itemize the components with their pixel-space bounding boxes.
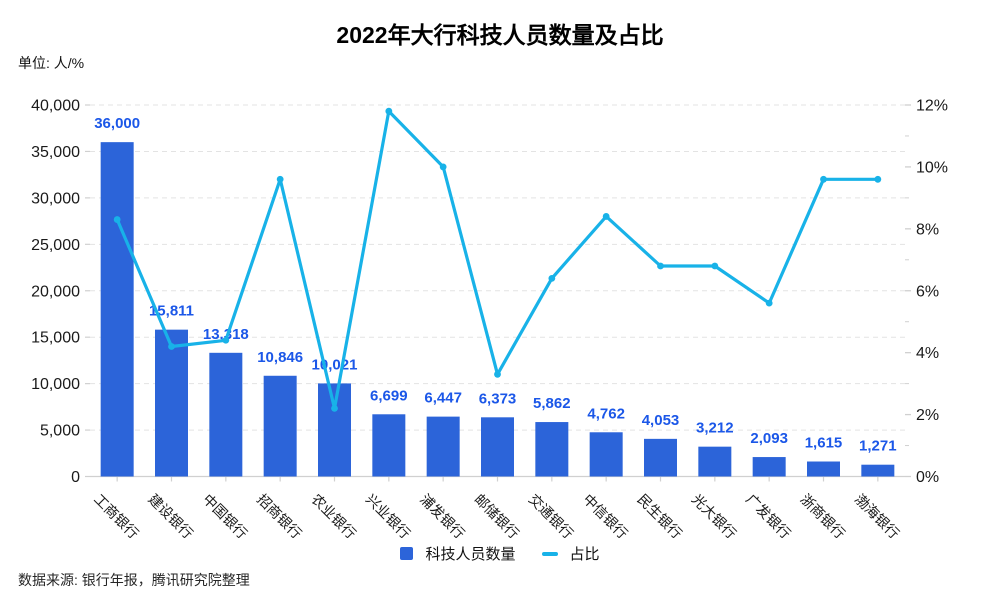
line-point-2 — [222, 336, 230, 344]
category-label: 民生银行 — [634, 491, 685, 542]
bar-8 — [535, 422, 569, 477]
right-axis-label: 6% — [916, 283, 939, 300]
bar-7 — [481, 417, 514, 477]
left-axis-label: 35,000 — [31, 144, 80, 161]
category-label: 中国银行 — [200, 491, 251, 542]
category-label: 广发银行 — [743, 491, 794, 542]
bar-value-label: 10,846 — [257, 349, 303, 366]
category-label: 工商银行 — [91, 491, 142, 542]
category-label: 招商银行 — [254, 491, 305, 542]
bar-value-label: 6,373 — [479, 390, 517, 407]
bar-6 — [426, 416, 460, 477]
right-axis-label: 10% — [916, 159, 948, 176]
line-legend-swatch-icon — [541, 551, 558, 556]
line-point-4 — [331, 404, 338, 412]
right-axis-label: 12% — [916, 98, 948, 115]
category-label: 渤海银行 — [852, 491, 903, 542]
bar-value-label: 4,762 — [587, 405, 625, 422]
bar-legend-label: 科技人员数量 — [425, 546, 516, 563]
line-point-10 — [657, 262, 664, 270]
line-point-3 — [276, 175, 284, 183]
category-label: 中信银行 — [580, 491, 631, 542]
bar-11 — [698, 446, 732, 477]
category-label: 建设银行 — [145, 491, 196, 542]
line-point-11 — [711, 262, 719, 270]
left-axis-label: 20,000 — [31, 283, 80, 300]
bar-3 — [263, 375, 297, 477]
line-point-9 — [602, 213, 610, 220]
line-point-14 — [874, 175, 882, 183]
bar-4 — [318, 383, 351, 477]
bar-value-label: 15,811 — [149, 303, 194, 320]
line-point-5 — [385, 107, 393, 115]
bar-0 — [100, 142, 134, 477]
bar-legend-swatch-icon — [400, 547, 414, 560]
legend: 科技人员数量 占比 — [0, 543, 1000, 564]
right-axis-label: 2% — [916, 407, 939, 424]
bar-13 — [807, 461, 840, 477]
bar-value-label: 1,615 — [805, 435, 843, 452]
bar-5 — [372, 414, 406, 477]
left-axis-label: 5,000 — [40, 423, 80, 440]
unit-label: 单位: 人/% — [18, 55, 85, 71]
line-point-6 — [439, 163, 447, 171]
category-label: 兴业银行 — [363, 491, 414, 542]
line-point-1 — [168, 343, 175, 350]
bar-2 — [209, 352, 243, 477]
bar-value-label: 36,000 — [94, 115, 140, 132]
bar-1 — [155, 329, 188, 477]
category-label: 邮储银行 — [471, 491, 522, 542]
line-point-7 — [494, 370, 501, 378]
left-axis-label: 30,000 — [31, 190, 80, 207]
left-axis-label: 10,000 — [31, 376, 80, 393]
left-axis-label: 0 — [71, 469, 80, 486]
bar-value-label: 5,862 — [533, 395, 571, 412]
category-label: 农业银行 — [308, 491, 359, 542]
bar-value-label: 1,271 — [859, 438, 897, 455]
right-axis-label: 8% — [916, 221, 939, 238]
line-point-0 — [113, 216, 121, 223]
chart-title: 2022年大行科技人员数量及占比 — [336, 22, 664, 48]
right-axis-label: 4% — [916, 345, 939, 362]
bar-value-label: 6,447 — [424, 390, 462, 407]
bar-12 — [752, 457, 786, 477]
bar-14 — [861, 464, 895, 477]
source-note: 数据来源: 银行年报，腾讯研究院整理 — [18, 572, 250, 588]
bar-9 — [589, 432, 623, 477]
bar-10 — [644, 438, 677, 477]
category-label: 浙商银行 — [797, 491, 848, 542]
bar-value-label: 4,053 — [642, 412, 680, 429]
category-label: 光大银行 — [689, 491, 740, 542]
category-label: 浦发银行 — [417, 491, 468, 542]
bar-value-label: 13,318 — [203, 326, 249, 343]
line-legend-label: 占比 — [569, 546, 600, 563]
category-label: 交通银行 — [526, 491, 577, 542]
left-axis-label: 15,000 — [31, 330, 80, 347]
bar-value-label: 3,212 — [696, 420, 734, 437]
left-axis-label: 25,000 — [31, 237, 80, 254]
bar-value-label: 6,699 — [370, 387, 408, 404]
line-point-13 — [820, 175, 827, 183]
right-axis-label: 0% — [916, 469, 939, 486]
line-point-8 — [548, 274, 556, 282]
line-point-12 — [765, 299, 773, 307]
bar-value-label: 10,021 — [312, 356, 358, 373]
left-axis-label: 40,000 — [31, 98, 80, 115]
bar-value-label: 2,093 — [750, 430, 788, 447]
